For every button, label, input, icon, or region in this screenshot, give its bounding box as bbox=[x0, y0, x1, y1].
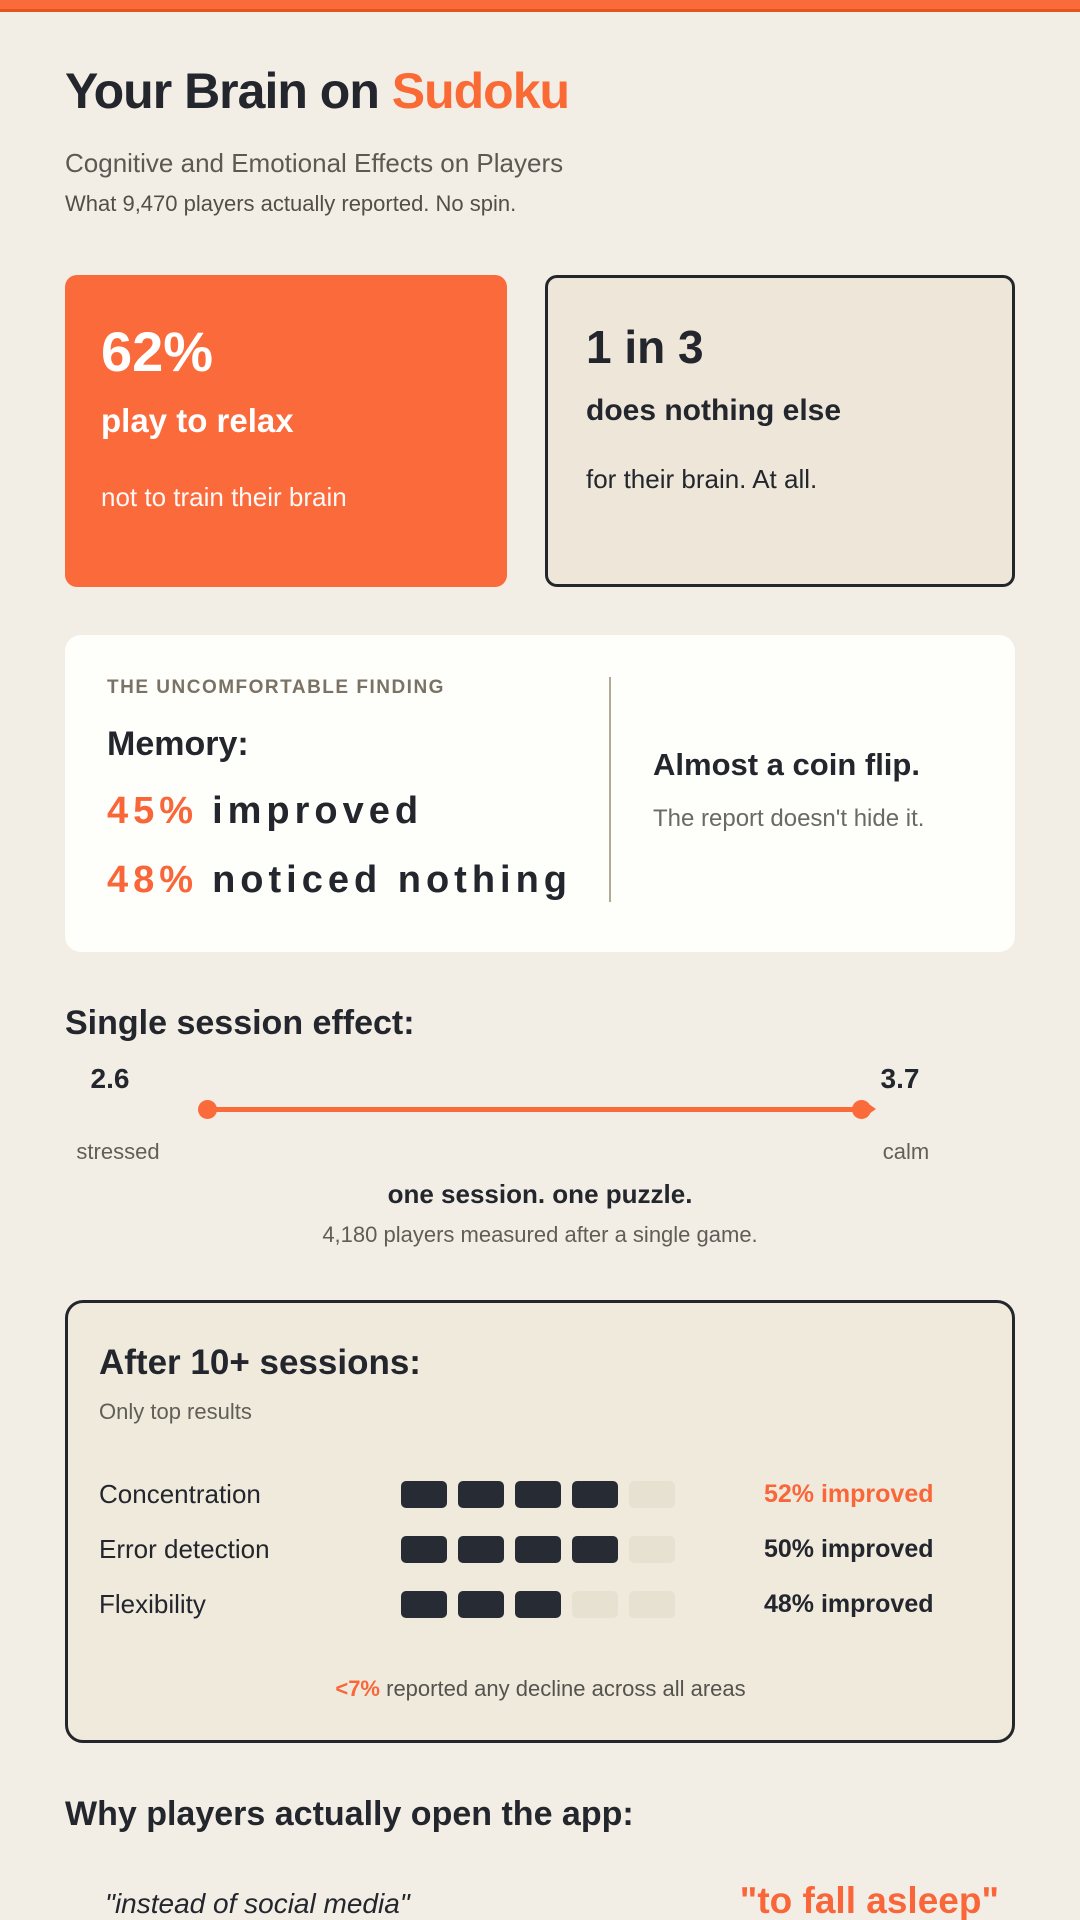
progress-block bbox=[401, 1591, 447, 1618]
progress-block bbox=[458, 1536, 504, 1563]
finding-line-noticed-nothing: 48% noticed nothing bbox=[107, 859, 609, 902]
page-title: Your Brain on Sudoku bbox=[65, 62, 1015, 120]
row-result: 52% improved bbox=[764, 1480, 934, 1508]
finding-text: improved bbox=[212, 790, 424, 832]
quote-fall-asleep: "to fall asleep" bbox=[739, 1880, 999, 1920]
block-bar bbox=[401, 1536, 675, 1563]
top-accent-bar bbox=[0, 0, 1080, 12]
block-bar bbox=[401, 1481, 675, 1508]
finding-line-improved: 45% improved bbox=[107, 790, 609, 833]
finding-kicker: THE UNCOMFORTABLE FINDING bbox=[107, 677, 445, 698]
session-caption: one session. one puzzle. bbox=[387, 1179, 693, 1209]
progress-block bbox=[401, 1481, 447, 1508]
calm-label: calm bbox=[882, 1139, 930, 1164]
progress-block bbox=[458, 1481, 504, 1508]
decline-footnote-text: reported any decline across all areas bbox=[380, 1676, 746, 1701]
row-label: Flexibility bbox=[99, 1589, 206, 1619]
progress-block bbox=[458, 1591, 504, 1618]
page-title-accent: Sudoku bbox=[391, 63, 570, 119]
row-result: 50% improved bbox=[764, 1535, 934, 1563]
stat-card-play-to-relax: 62% play to relax not to train their bra… bbox=[65, 275, 507, 587]
progress-block bbox=[572, 1591, 618, 1618]
row-label: Error detection bbox=[99, 1534, 270, 1564]
slider-track bbox=[211, 1107, 867, 1112]
finding-conclusion: Almost a coin flip. bbox=[653, 746, 920, 782]
table-row-concentration: Concentration 52% improved bbox=[99, 1467, 982, 1522]
stress-label: stressed bbox=[76, 1139, 160, 1164]
row-result: 48% improved bbox=[764, 1590, 934, 1618]
finding-conclusion-sub: The report doesn't hide it. bbox=[653, 804, 925, 832]
finding-pct: 48% bbox=[107, 859, 199, 901]
stat-cards-row: 62% play to relax not to train their bra… bbox=[65, 275, 1015, 587]
slider-dot-left bbox=[198, 1100, 217, 1119]
page-subtitle: Cognitive and Emotional Effects on Playe… bbox=[65, 148, 564, 178]
after-sessions-subheading: Only top results bbox=[99, 1399, 252, 1424]
progress-block bbox=[515, 1591, 561, 1618]
stress-value: 2.6 bbox=[90, 1063, 130, 1094]
session-effect-chart: 2.6 3.7 stressed calm bbox=[65, 1055, 1015, 1177]
finding-label: Memory: bbox=[107, 725, 249, 763]
progress-block bbox=[515, 1481, 561, 1508]
uncomfortable-finding-card: THE UNCOMFORTABLE FINDING Memory: 45% imp… bbox=[65, 635, 1015, 952]
stat-sublabel: not to train their brain bbox=[101, 482, 347, 512]
decline-footnote-pct: <7% bbox=[335, 1676, 380, 1701]
session-caption-sub: 4,180 players measured after a single ga… bbox=[322, 1222, 758, 1247]
stat-label: play to relax bbox=[101, 402, 294, 439]
slider-arrow-icon bbox=[863, 1100, 876, 1118]
progress-block bbox=[572, 1536, 618, 1563]
finding-pct: 45% bbox=[107, 790, 199, 832]
after-sessions-heading: After 10+ sessions: bbox=[99, 1343, 421, 1382]
single-session-heading: Single session effect: bbox=[65, 1004, 415, 1042]
page-title-prefix: Your Brain on bbox=[65, 63, 392, 119]
decline-footnote: <7% reported any decline across all area… bbox=[99, 1676, 982, 1702]
row-label: Concentration bbox=[99, 1479, 261, 1509]
stat-value: 1 in 3 bbox=[586, 321, 704, 373]
progress-block bbox=[629, 1591, 675, 1618]
progress-block bbox=[401, 1536, 447, 1563]
stat-label: does nothing else bbox=[586, 394, 842, 427]
after-sessions-card: After 10+ sessions: Only top results Con… bbox=[65, 1300, 1015, 1743]
progress-block bbox=[572, 1481, 618, 1508]
quote-social-media: "instead of social media" bbox=[105, 1888, 410, 1919]
finding-right-column: Almost a coin flip. The report doesn't h… bbox=[609, 677, 975, 902]
calm-value: 3.7 bbox=[880, 1063, 920, 1094]
stat-value: 62% bbox=[101, 320, 214, 383]
finding-left-column: THE UNCOMFORTABLE FINDING Memory: 45% imp… bbox=[107, 677, 609, 902]
finding-text: noticed nothing bbox=[212, 859, 573, 901]
quotes-row: "instead of social media" "to fall aslee… bbox=[65, 1880, 1015, 1920]
table-row-error-detection: Error detection 50% improved bbox=[99, 1522, 982, 1577]
block-bar bbox=[401, 1591, 675, 1618]
stat-card-one-in-three: 1 in 3 does nothing else for their brain… bbox=[545, 275, 1015, 587]
page-tagline: What 9,470 players actually reported. No… bbox=[65, 191, 517, 216]
table-row-flexibility: Flexibility 48% improved bbox=[99, 1577, 982, 1632]
stat-sublabel: for their brain. At all. bbox=[586, 464, 818, 494]
progress-block bbox=[629, 1481, 675, 1508]
why-heading: Why players actually open the app: bbox=[65, 1795, 634, 1833]
progress-block bbox=[515, 1536, 561, 1563]
progress-block bbox=[629, 1536, 675, 1563]
after-sessions-rows: Concentration 52% improved Error detecti… bbox=[99, 1467, 982, 1632]
